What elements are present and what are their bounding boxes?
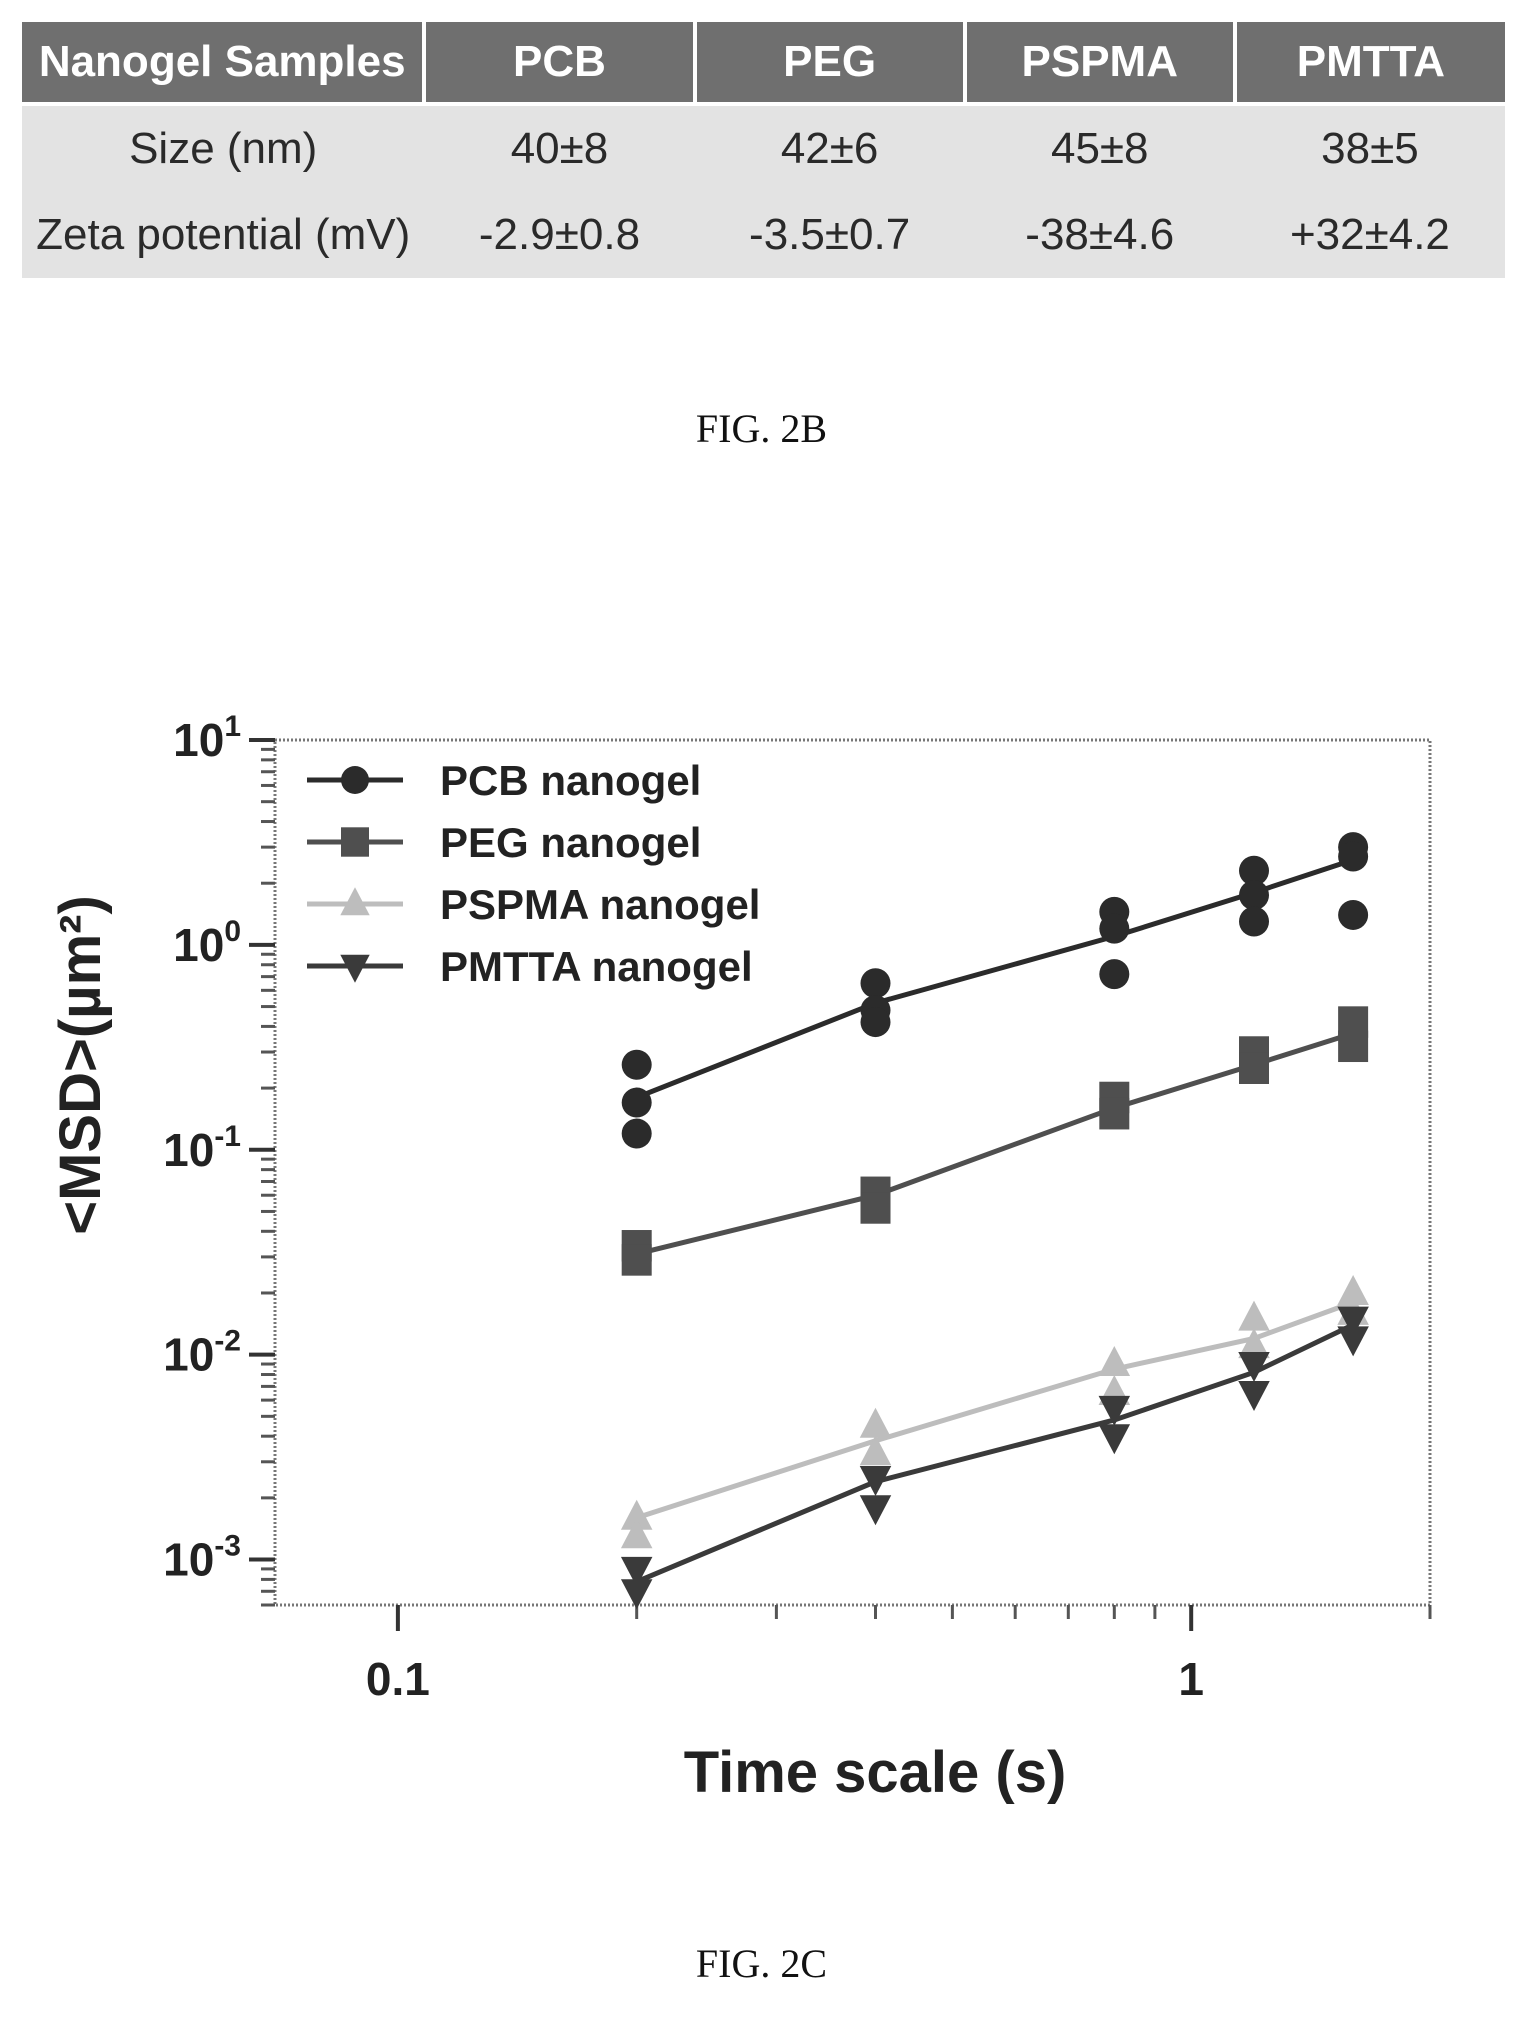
table-row: Zeta potential (mV) -2.9±0.8 -3.5±0.7 -3…	[22, 192, 1505, 278]
data-point	[860, 1192, 891, 1224]
table-cell: +32±4.2	[1234, 192, 1505, 278]
x-axis-label: Time scale (s)	[684, 1740, 1067, 1805]
legend-label: PSPMA nanogel	[440, 881, 760, 928]
data-point	[621, 1087, 652, 1118]
data-point	[620, 1518, 653, 1549]
table-cell: Size (nm)	[22, 102, 425, 193]
data-markers	[620, 832, 1369, 1610]
data-point	[859, 1466, 892, 1497]
legend-label: PEG nanogel	[440, 819, 701, 866]
data-point	[621, 1118, 652, 1149]
table-cell: -38±4.6	[964, 192, 1235, 278]
data-point	[1239, 906, 1270, 937]
x-tick-label: 0.1	[366, 1653, 430, 1705]
fit-line	[635, 1300, 1354, 1521]
y-tick-label: 101	[173, 710, 241, 766]
legend-marker	[340, 954, 370, 983]
data-point	[860, 1007, 891, 1038]
x-tick-label: 1	[1178, 1653, 1204, 1705]
x-axis: 0.1 1	[366, 1605, 1432, 1705]
data-point	[1098, 1346, 1131, 1377]
legend-marker	[341, 766, 369, 794]
figure-caption-2c: FIG. 2C	[695, 1941, 828, 1986]
data-point	[1338, 1030, 1369, 1063]
header-cell: PSPMA	[964, 22, 1237, 104]
data-point	[859, 1495, 892, 1526]
data-point	[620, 1499, 653, 1530]
y-tick-label: 10-3	[163, 1530, 241, 1586]
table-cell: 45±8	[964, 102, 1235, 193]
data-point	[1338, 841, 1369, 872]
table-cell: Zeta potential (mV)	[22, 192, 425, 278]
table-cell: 38±5	[1234, 102, 1505, 193]
data-point	[860, 968, 891, 999]
table-cell: 42±6	[694, 102, 965, 193]
table-cell: -2.9±0.8	[424, 192, 695, 278]
data-point	[1099, 913, 1130, 944]
table-cell: -3.5±0.7	[694, 192, 965, 278]
table-row: Size (nm) 40±8 42±6 45±8 38±5	[22, 102, 1505, 193]
figure-caption-2b: FIG. 2B	[695, 406, 828, 451]
data-point	[1238, 1328, 1270, 1359]
header-cell: PMTTA	[1234, 22, 1505, 104]
data-point	[1338, 899, 1369, 930]
table-cell: 40±8	[424, 102, 695, 193]
legend-marker	[341, 827, 369, 857]
data-point	[1337, 1306, 1369, 1337]
header-cell: PEG	[694, 22, 967, 104]
y-tick-label: 10-2	[163, 1325, 241, 1381]
plot-frame	[273, 738, 1432, 1607]
legend-label: PCB nanogel	[440, 757, 701, 804]
data-point	[620, 1556, 653, 1587]
y-axis-label: <MSD>(µm²)	[48, 895, 113, 1235]
legend-marker	[340, 887, 370, 916]
data-point	[1238, 1380, 1270, 1411]
data-point	[1337, 1326, 1369, 1357]
y-tick-label: 100	[173, 915, 241, 971]
data-point	[1099, 1097, 1130, 1130]
data-point	[620, 1579, 653, 1610]
data-point	[1098, 1395, 1131, 1426]
y-axis: 10-3 10-2 10-1 100 101	[163, 710, 275, 1607]
data-point	[1337, 1274, 1369, 1305]
data-point	[1239, 1052, 1270, 1084]
data-point	[1099, 959, 1130, 990]
plot-border	[273, 738, 1432, 1607]
data-point	[859, 1407, 892, 1438]
data-point	[621, 1049, 652, 1080]
header-cell: PCB	[424, 22, 697, 104]
table-header-row: Nanogel Samples PCB PEG PSPMA PMTTA	[22, 22, 1505, 104]
data-point	[1239, 880, 1270, 911]
header-cell: Nanogel Samples	[22, 22, 427, 104]
nanogel-properties-table: Nanogel Samples PCB PEG PSPMA PMTTA Size…	[22, 22, 1505, 278]
legend: PCB nanogel PEG nanogel PSPMA nanogel PMTTA…	[307, 757, 760, 990]
legend-label: PMTTA nanogel	[440, 943, 753, 990]
data-point	[1238, 1300, 1270, 1331]
y-tick-label: 10-1	[163, 1120, 241, 1176]
data-point	[621, 1244, 652, 1276]
data-point	[1098, 1424, 1131, 1455]
data-point	[1238, 1352, 1270, 1383]
data-point	[1239, 855, 1270, 886]
data-point	[859, 1435, 892, 1466]
